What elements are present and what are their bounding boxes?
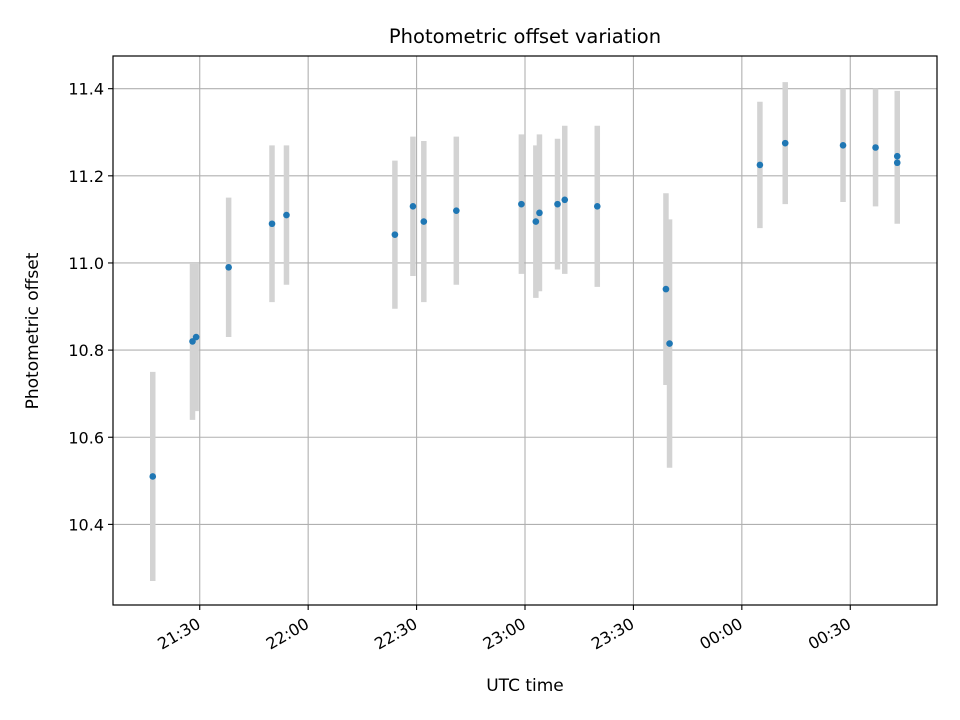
- data-point: [420, 218, 428, 225]
- data-point: [893, 159, 901, 167]
- y-tick-label: 10.4: [68, 515, 104, 534]
- data-point: [149, 473, 157, 480]
- data-point: [662, 285, 670, 293]
- data-point: [839, 142, 847, 149]
- data-point: [192, 333, 200, 341]
- x-tick-label: 23:30: [588, 614, 637, 654]
- grid-lines: [113, 56, 937, 605]
- data-point: [225, 264, 232, 271]
- y-tick-label: 10.6: [68, 428, 104, 447]
- data-point: [532, 218, 540, 225]
- x-tick-label: 23:00: [480, 614, 529, 654]
- data-point: [453, 207, 460, 214]
- y-tick-label: 11.2: [68, 167, 104, 186]
- x-tick-label: 22:30: [371, 614, 420, 654]
- data-point: [561, 196, 569, 204]
- x-axis-ticks: 21:30 22:00 22:30 23:00 23:30 00:00 00:30: [154, 605, 854, 654]
- x-tick-label: 00:00: [696, 614, 745, 654]
- y-tick-label: 11.0: [68, 254, 104, 273]
- data-point: [283, 211, 290, 219]
- y-axis-ticks: 10.4 10.6 10.8 11.0 11.2 11.4: [68, 80, 113, 534]
- x-axis-label: UTC time: [486, 676, 564, 696]
- data-point: [518, 200, 525, 208]
- x-tick-label: 21:30: [154, 614, 203, 654]
- data-point: [189, 338, 196, 345]
- y-tick-label: 10.8: [68, 341, 104, 360]
- data-point: [268, 220, 276, 228]
- data-points: [149, 139, 901, 480]
- y-axis-label: Photometric offset: [23, 252, 43, 409]
- x-tick-label: 00:30: [805, 614, 854, 654]
- data-point: [756, 161, 764, 169]
- chart-title: Photometric offset variation: [389, 25, 661, 48]
- data-point: [409, 203, 417, 210]
- data-point: [593, 203, 601, 210]
- x-tick-label: 22:00: [263, 614, 312, 654]
- data-point: [666, 340, 673, 347]
- y-tick-label: 11.4: [68, 80, 104, 99]
- data-point: [781, 139, 789, 147]
- data-point: [872, 144, 879, 151]
- data-point: [554, 200, 561, 208]
- data-point: [391, 231, 399, 238]
- data-point: [536, 209, 543, 217]
- data-point: [893, 152, 901, 160]
